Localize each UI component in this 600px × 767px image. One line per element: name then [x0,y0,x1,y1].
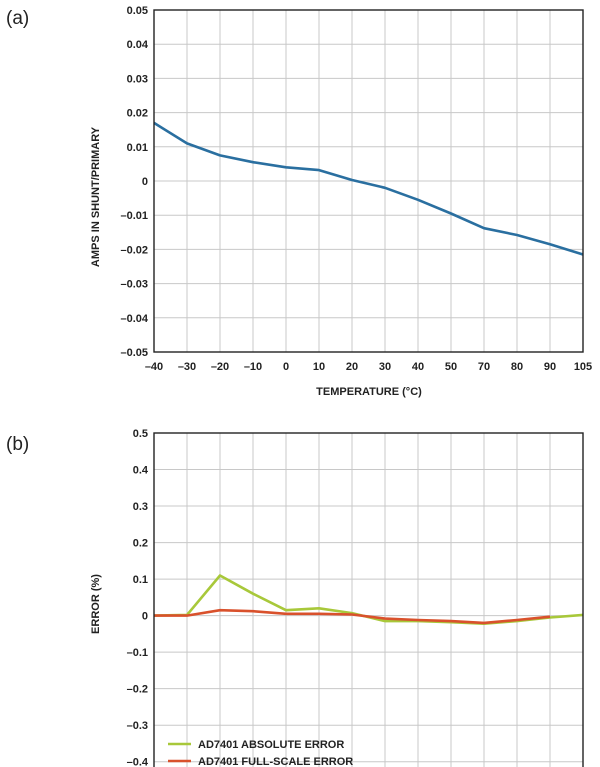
panel-b-y-tick-label: –0.1 [127,647,148,659]
panel-a-y-tick-label: 0.04 [127,39,149,51]
panel-a-x-ticks: –40 –30 –20 –10 0 10 20 30 40 50 70 80 90 105 [145,361,592,373]
panel-a-y-tick-label: –0.05 [120,347,148,359]
panel-b-y-axis-label: ERROR (%) [90,574,102,634]
panel-a-grid [154,10,583,352]
panel-a-x-tick-label: 70 [478,361,490,373]
panel-b-y-tick-label: –0.4 [127,757,149,767]
panel-b-label: (b) [6,434,29,455]
panel-b-y-tick-label: 0 [142,611,148,623]
panel-b-y-tick-label: 0.2 [133,538,148,550]
panel-a-y-tick-label: –0.02 [120,244,148,256]
legend-label-absolute-error: AD7401 ABSOLUTE ERROR [198,739,344,751]
panel-a-label: (a) [6,8,29,29]
panel-a-y-axis-label: AMPS IN SHUNT/PRIMARY [90,126,102,267]
panel-a-x-tick-label: –10 [244,361,262,373]
panel-a-x-tick-label: –40 [145,361,163,373]
panel-a-x-tick-label: 80 [511,361,523,373]
panel-a-x-tick-label: 20 [346,361,358,373]
panel-a-x-tick-label: 10 [313,361,325,373]
panel-b-y-tick-label: 0.3 [133,501,148,513]
panel-a-y-tick-label: 0.02 [127,108,148,120]
panel-b-y-tick-label: 0.5 [133,428,148,440]
legend-label-full-scale-error: AD7401 FULL-SCALE ERROR [198,756,353,767]
chart-panel-a: (a) 0.05 0.04 0.03 0.02 0.01 0 –0.01 –0.02 –0.03… [6,5,592,398]
panel-a-series [153,121,584,256]
panel-a-x-axis-label: TEMPERATURE (°C) [316,386,422,398]
panel-b-series [153,574,584,626]
panel-b-legend: AD7401 ABSOLUTE ERROR AD7401 FULL-SCALE … [168,739,353,767]
panel-b-grid [154,433,583,767]
panel-a-series-line [153,121,584,256]
panel-a-x-tick-label: –30 [178,361,196,373]
panel-b-y-tick-label: –0.2 [127,684,148,696]
panel-b-y-tick-label: –0.3 [127,720,148,732]
panel-a-y-tick-label: 0.01 [127,142,148,154]
panel-a-plot-frame [153,9,584,353]
panel-a-y-tick-label: –0.04 [120,313,148,325]
panel-a-x-tick-label: 105 [574,361,592,373]
panel-a-y-tick-label: 0.03 [127,73,148,85]
panel-b-y-ticks: 0.5 0.4 0.3 0.2 0.1 0 –0.1 –0.2 –0.3 –0.4 [127,428,149,767]
panel-a-x-tick-label: –20 [211,361,229,373]
panel-b-full-scale-error-line [154,608,551,625]
panel-a-x-tick-label: 90 [544,361,556,373]
panel-a-y-ticks: 0.05 0.04 0.03 0.02 0.01 0 –0.01 –0.02 –0.03 –0.0… [120,5,148,359]
panel-a-x-tick-label: 0 [283,361,289,373]
panel-a-y-tick-label: 0 [142,176,148,188]
panel-a-y-tick-label: 0.05 [127,5,148,17]
panel-a-x-tick-label: 50 [445,361,457,373]
panel-a-y-tick-label: –0.01 [120,210,148,222]
chart-panel-b: (b) 0.5 0.4 0.3 0.2 0.1 0 –0.1 –0.2 –0.3 –0.4 ERR… [6,428,584,767]
panel-b-plot-frame [153,432,584,767]
panel-a-y-tick-label: –0.03 [120,279,148,291]
panel-b-y-tick-label: 0.1 [133,574,148,586]
panel-a-x-tick-label: 30 [379,361,391,373]
panel-b-y-tick-label: 0.4 [133,465,149,477]
panel-a-x-tick-label: 40 [412,361,424,373]
